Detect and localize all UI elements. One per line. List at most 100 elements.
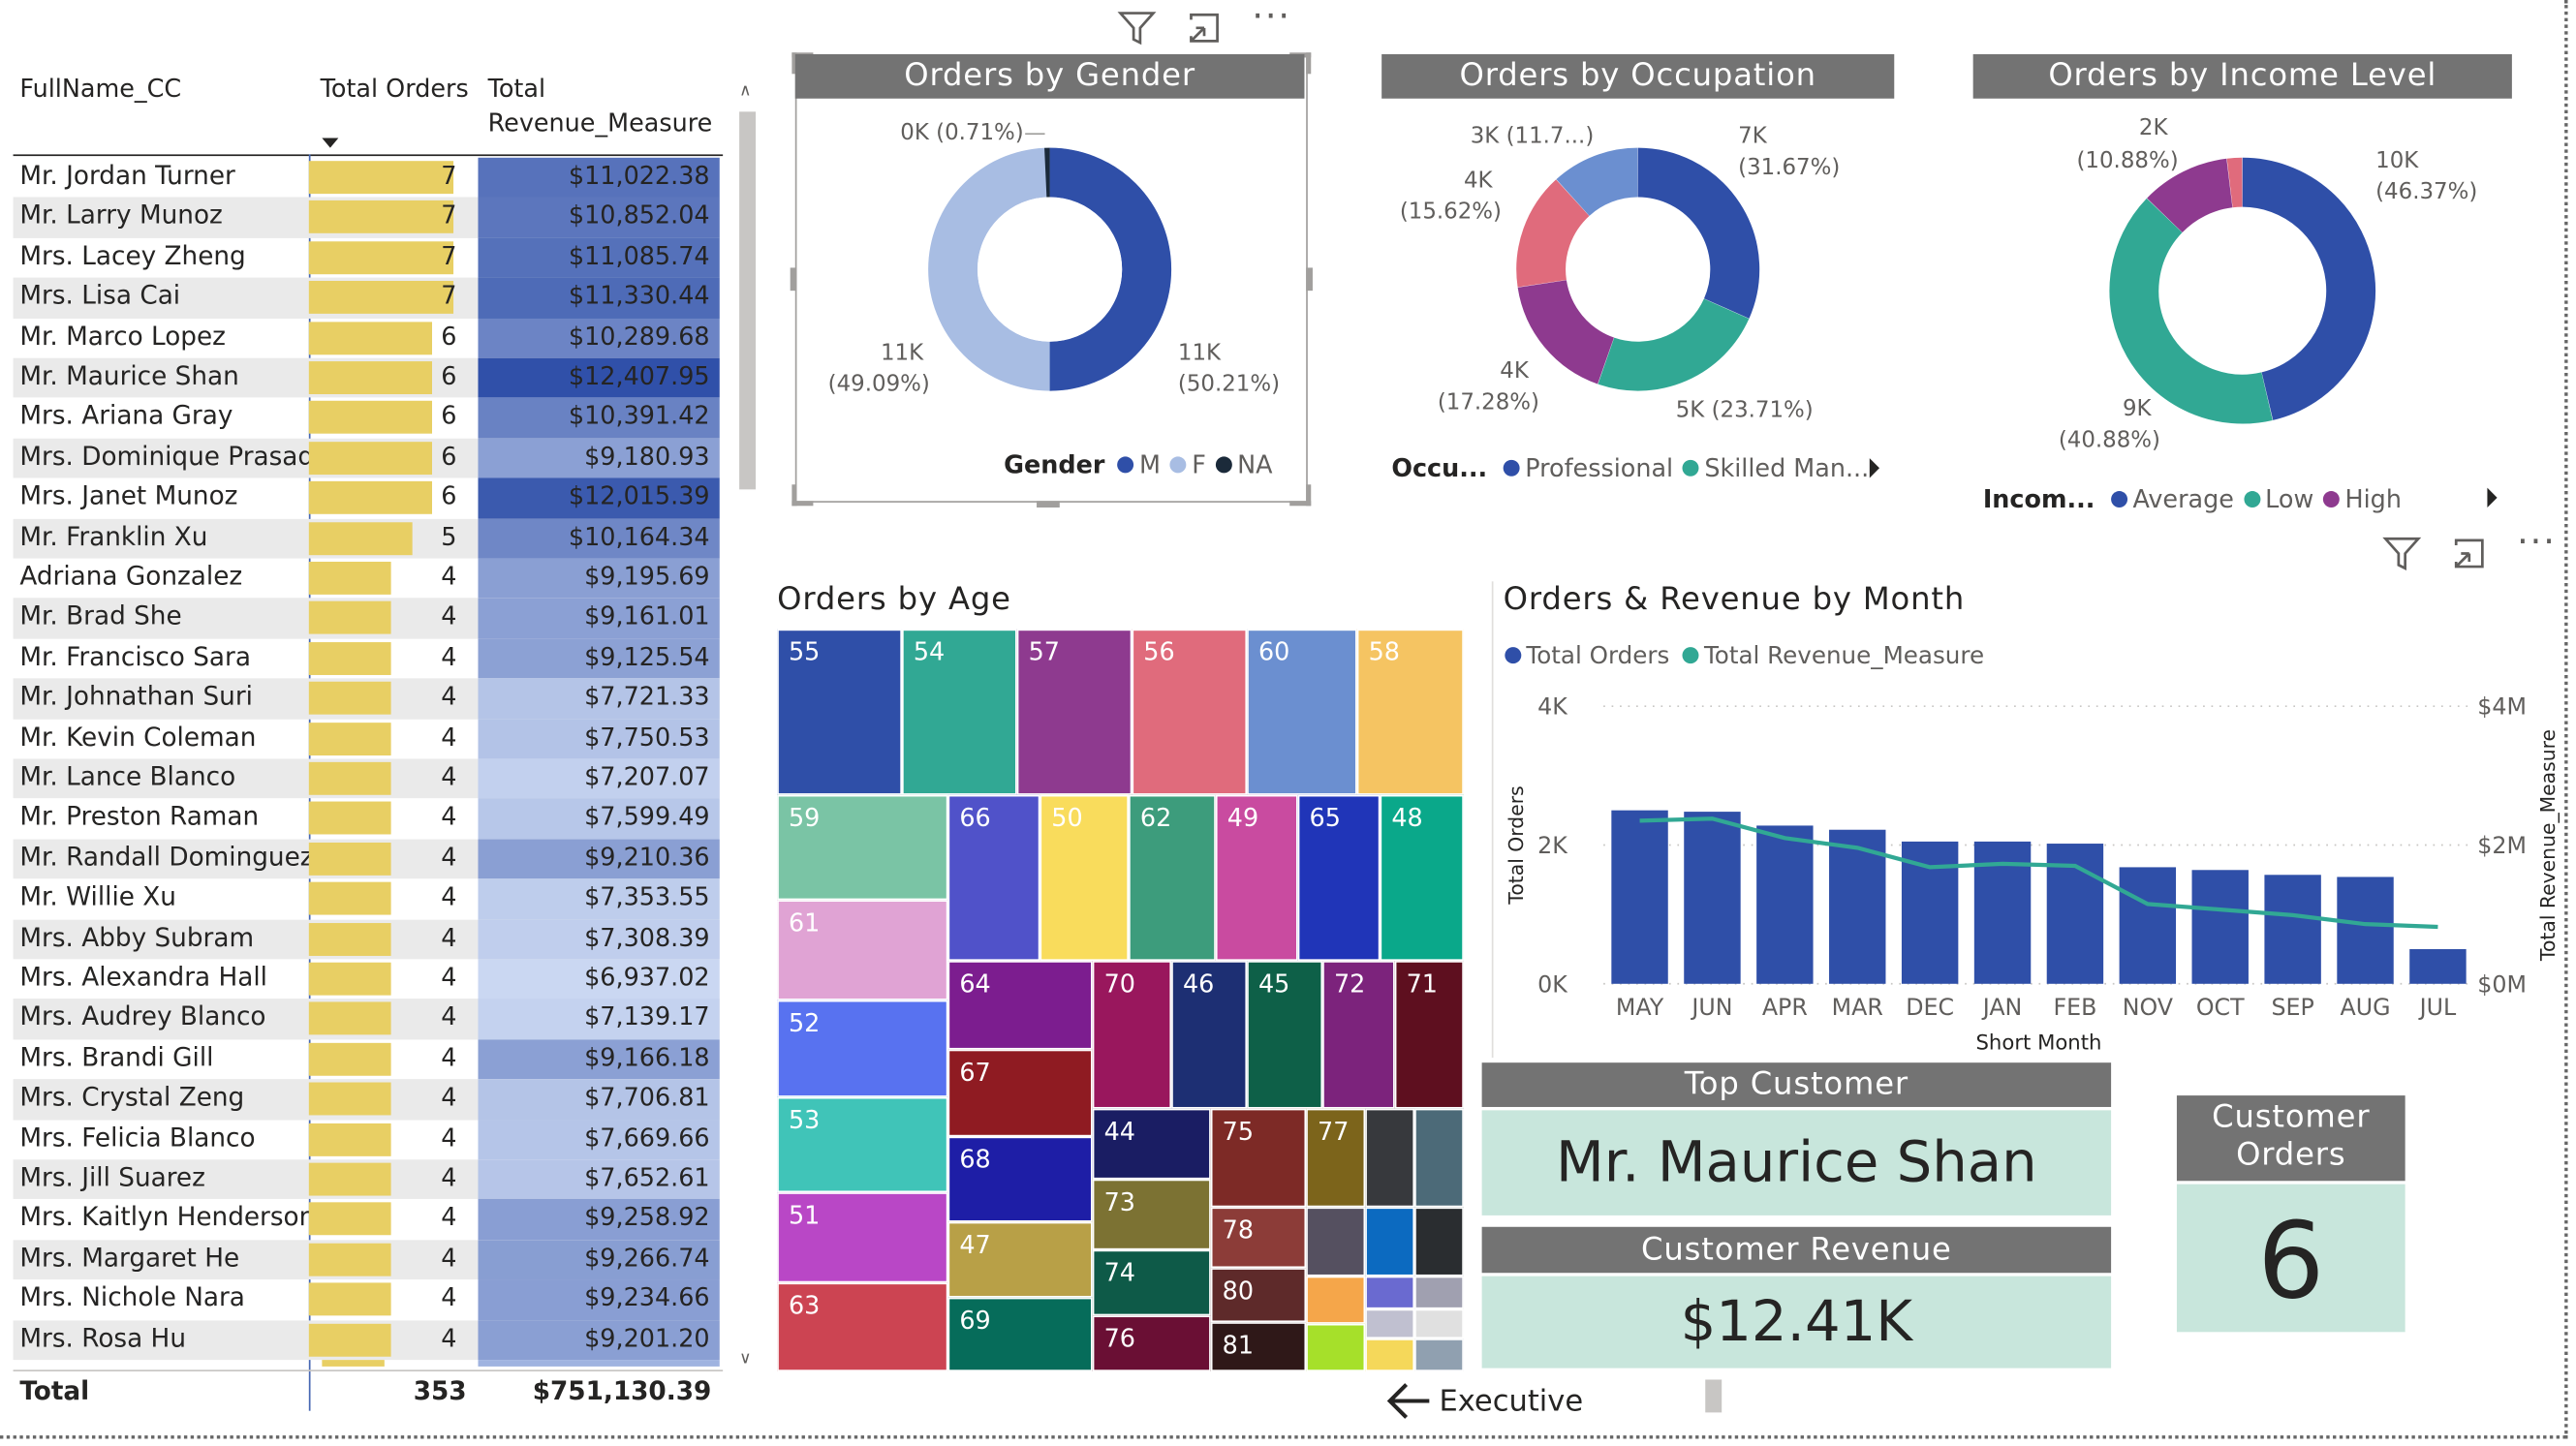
table-row[interactable]: Mrs. Brandi Gill 4 $9,166.18	[14, 1039, 720, 1080]
table-row[interactable]: Mrs. Alexandra Hall 4 $6,937.02	[14, 959, 720, 1000]
table-row[interactable]: Mr. Francisco Sara 4 $9,125.54	[14, 638, 720, 679]
donut-slice-occupation-4[interactable]	[1516, 179, 1591, 288]
table-row[interactable]: Mr. Larry Munoz 7 $10,852.04	[13, 198, 720, 238]
treemap-tile-age-58[interactable]: 58	[1356, 629, 1464, 795]
gender-legend[interactable]: Gender M F NA	[1004, 449, 1273, 480]
filter-icon[interactable]	[2382, 536, 2422, 571]
table-row[interactable]: Mr. Kevin Coleman 4 $7,750.53	[14, 719, 720, 759]
vertical-scrollbar[interactable]	[739, 111, 757, 490]
treemap-tile-small[interactable]	[1414, 1308, 1464, 1339]
more-options-icon[interactable]: ···	[2516, 522, 2557, 564]
sort-descending-icon[interactable]	[322, 138, 339, 148]
table-row[interactable]: Mr. Johnathan Suri 4 $7,721.33	[13, 678, 720, 720]
age-treemap[interactable]: 55 54 57 56 60 58 59 66 50 62 49 65 48 61 64 70 46 45 72 71…	[777, 629, 1464, 1371]
treemap-tile-small[interactable]	[1365, 1308, 1415, 1339]
legend-item-average[interactable]: Average	[2132, 484, 2234, 514]
scroll-down-button[interactable]: ∨	[739, 1349, 752, 1369]
treemap-tile-age-74[interactable]: 74	[1092, 1249, 1211, 1316]
treemap-tile-age-59[interactable]: 59	[777, 794, 948, 901]
treemap-tile-age-73[interactable]: 73	[1092, 1179, 1211, 1250]
table-row[interactable]: Mr. Jordan Turner 7 $11,022.38	[14, 157, 720, 199]
treemap-tile-age-48[interactable]: 48	[1380, 794, 1464, 962]
legend-next-icon[interactable]	[2487, 487, 2498, 508]
treemap-tile-age-78[interactable]: 78	[1210, 1207, 1307, 1269]
customer-table[interactable]: FullName_CC Total Orders Total Revenue_M…	[0, 59, 759, 1423]
donut-slice-low[interactable]	[2109, 198, 2273, 424]
treemap-tile-small[interactable]	[1414, 1108, 1464, 1208]
filter-icon[interactable]	[1117, 10, 1157, 46]
treemap-tile-age-64[interactable]: 64	[947, 961, 1093, 1050]
gender-donut[interactable]	[926, 146, 1172, 392]
resize-handle[interactable]	[790, 267, 797, 292]
column-header-total-revenue[interactable]: Total Revenue_Measure	[487, 74, 713, 138]
treemap-tile-age-46[interactable]: 46	[1171, 961, 1248, 1109]
resize-handle[interactable]	[1037, 501, 1060, 508]
table-row[interactable]: Mr. Preston Raman 4 $7,599.49	[14, 798, 720, 840]
legend-next-icon[interactable]	[1869, 458, 1879, 478]
page-scroll-thumb[interactable]	[1705, 1379, 1723, 1413]
column-header-total-orders[interactable]: Total Orders	[320, 74, 469, 104]
donut-slice-m[interactable]	[1048, 147, 1172, 391]
table-row[interactable]: Mr. Randall Dominguez 4 $9,210.36	[13, 839, 720, 879]
table-row[interactable]: Mrs. Crystal Zeng 4 $7,706.81	[13, 1079, 720, 1120]
more-options-icon[interactable]: ···	[1252, 0, 1291, 39]
treemap-tile-age-44[interactable]: 44	[1092, 1108, 1211, 1180]
treemap-tile-age-51[interactable]: 51	[777, 1192, 948, 1283]
table-row[interactable]: Mrs. Jill Suarez 4 $7,652.61	[13, 1159, 720, 1200]
table-row[interactable]: Mr. Willie Xu 4 $7,353.55	[14, 878, 720, 919]
treemap-tile-age-56[interactable]: 56	[1132, 629, 1248, 795]
treemap-tile-small[interactable]	[1306, 1207, 1366, 1277]
treemap-tile-age-55[interactable]: 55	[777, 629, 902, 795]
legend-item-f[interactable]: F	[1192, 449, 1206, 480]
table-row[interactable]: Mrs. Janet Munoz 6 $12,015.39	[14, 477, 720, 519]
donut-slice-occupation-3[interactable]	[1517, 279, 1615, 385]
table-row[interactable]: Mrs. Nichole Nara 4 $9,234.66	[14, 1279, 720, 1320]
treemap-tile-small[interactable]	[1306, 1323, 1366, 1371]
treemap-tile-age-54[interactable]: 54	[901, 629, 1017, 795]
treemap-tile-age-76[interactable]: 76	[1092, 1315, 1211, 1371]
donut-slice-other[interactable]	[2226, 157, 2243, 208]
resize-handle[interactable]	[1289, 484, 1312, 507]
treemap-tile-age-52[interactable]: 52	[777, 1000, 948, 1097]
income-legend[interactable]: Incom... Average Low High	[1982, 484, 2402, 514]
treemap-tile-age-66[interactable]: 66	[947, 794, 1040, 962]
legend-item-na[interactable]: NA	[1237, 449, 1273, 480]
table-row[interactable]: Mrs. Dominique Prasad 6 $9,180.93	[13, 438, 720, 478]
table-row[interactable]: Mr. Lance Blanco 4 $7,207.07	[13, 758, 720, 799]
treemap-tile-age-62[interactable]: 62	[1129, 794, 1216, 962]
donut-slice-high[interactable]	[2147, 158, 2234, 233]
table-row[interactable]: Mrs. Felicia Blanco 4 $7,669.66	[14, 1119, 720, 1160]
table-row[interactable]: Adriana Gonzalez 4 $9,195.69	[14, 558, 720, 599]
treemap-tile-age-80[interactable]: 80	[1210, 1268, 1307, 1323]
treemap-tile-small[interactable]	[1365, 1276, 1415, 1309]
treemap-tile-age-71[interactable]: 71	[1394, 961, 1464, 1109]
treemap-tile-age-57[interactable]: 57	[1016, 629, 1133, 795]
donut-slice-professional[interactable]	[1636, 147, 1760, 319]
treemap-tile-age-49[interactable]: 49	[1215, 794, 1298, 962]
treemap-tile-age-61[interactable]: 61	[777, 900, 948, 1000]
table-row[interactable]: Mr. Franklin Xu 5 $10,164.34	[13, 518, 720, 559]
treemap-tile-small[interactable]	[1365, 1108, 1415, 1208]
treemap-tile-age-77[interactable]: 77	[1306, 1108, 1366, 1208]
occupation-legend[interactable]: Occu... Professional Skilled Man...	[1391, 453, 1870, 483]
treemap-tile-small[interactable]	[1414, 1276, 1464, 1309]
occupation-donut[interactable]	[1515, 146, 1761, 392]
donut-slice-occupation-5[interactable]	[1556, 147, 1639, 217]
column-header-fullname[interactable]: FullName_CC	[19, 74, 182, 104]
treemap-tile-age-70[interactable]: 70	[1092, 961, 1172, 1109]
table-row[interactable]: Mrs. Kaitlyn Henderson 4 $9,258.92	[14, 1199, 720, 1240]
table-row[interactable]: Mrs. Margaret He 4 $9,266.74	[13, 1239, 720, 1280]
legend-item-total-orders[interactable]: Total Orders	[1526, 643, 1670, 670]
treemap-tile-small[interactable]	[1414, 1338, 1464, 1371]
treemap-tile-age-60[interactable]: 60	[1247, 629, 1357, 795]
treemap-tile-age-67[interactable]: 67	[947, 1049, 1093, 1137]
legend-item-low[interactable]: Low	[2265, 484, 2314, 514]
treemap-tile-age-68[interactable]: 68	[947, 1136, 1093, 1222]
resize-handle[interactable]	[1306, 267, 1313, 292]
focus-mode-icon[interactable]	[2451, 536, 2487, 571]
table-row[interactable]: Mrs. Rosa Hu 4 $9,201.20	[13, 1319, 720, 1361]
treemap-tile-small[interactable]	[1306, 1276, 1366, 1324]
table-row[interactable]: Mr. Maurice Shan 6 $12,407.95	[13, 357, 720, 399]
treemap-tile-small[interactable]	[1365, 1338, 1415, 1371]
treemap-tile-age-53[interactable]: 53	[777, 1096, 948, 1193]
